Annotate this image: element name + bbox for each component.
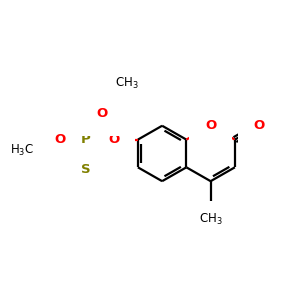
Text: CH$_3$: CH$_3$: [116, 76, 139, 91]
Text: P: P: [81, 133, 91, 146]
Text: O: O: [205, 119, 216, 132]
Text: O: O: [108, 133, 119, 146]
Text: O: O: [54, 133, 66, 146]
Text: CH$_3$: CH$_3$: [199, 212, 223, 227]
Text: H$_3$C: H$_3$C: [10, 142, 34, 158]
Text: O: O: [254, 119, 265, 132]
Text: O: O: [96, 107, 107, 120]
Text: S: S: [81, 163, 91, 176]
